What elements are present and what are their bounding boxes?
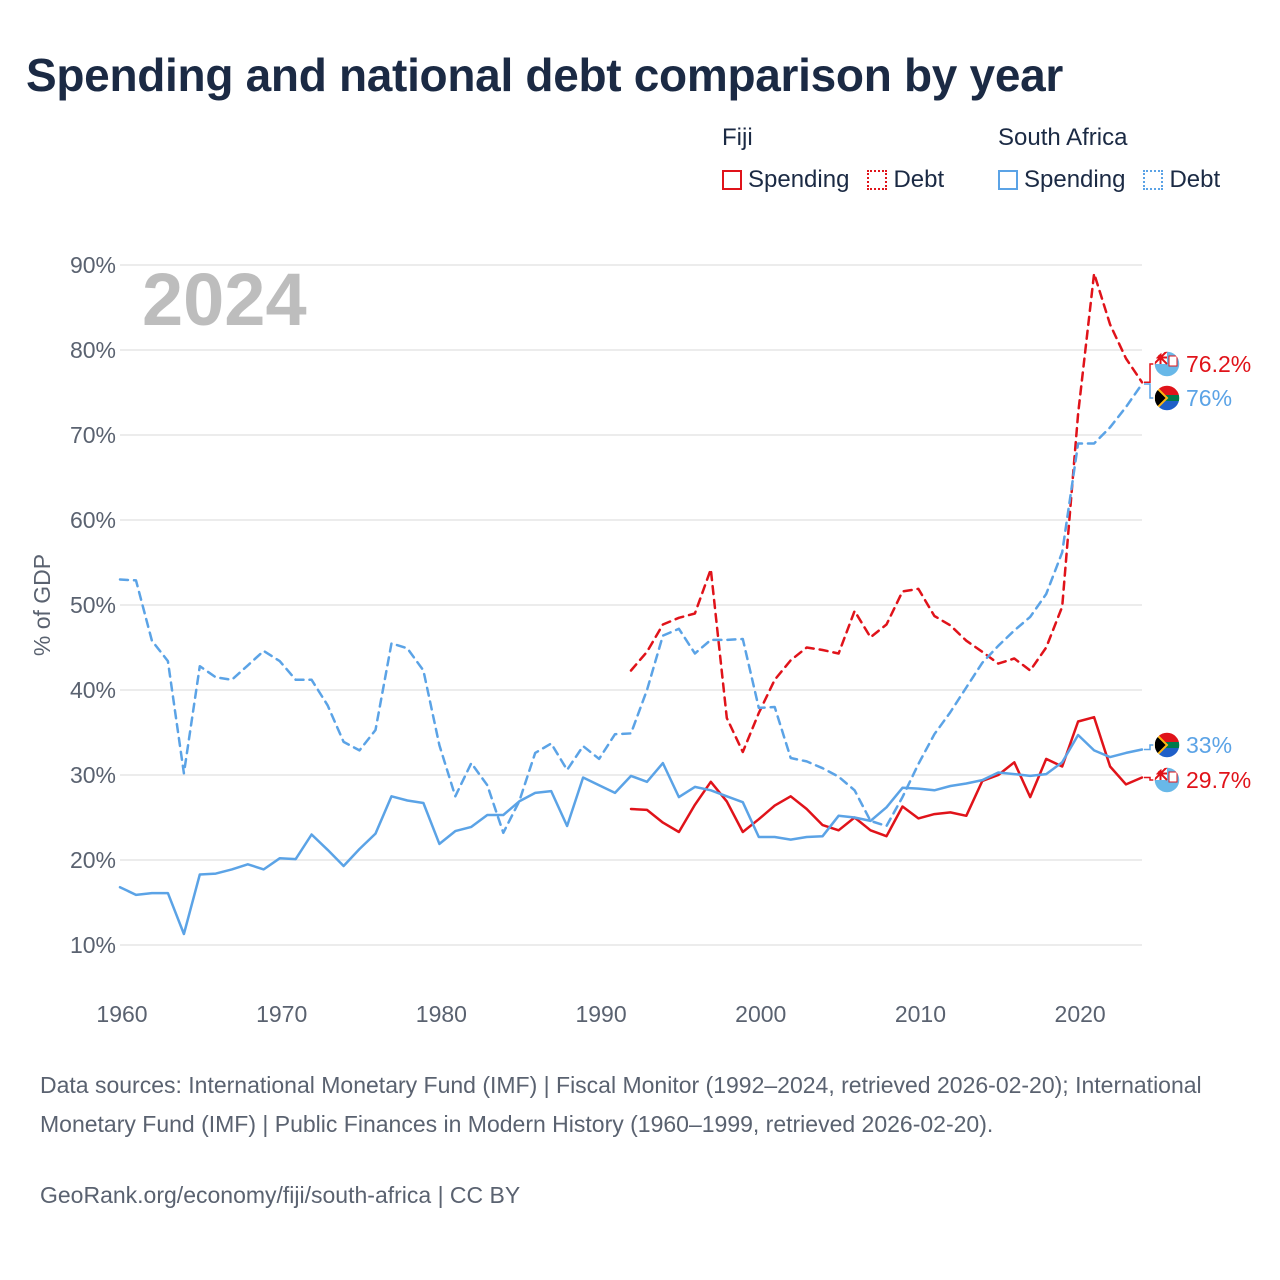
y-axis: 10% 20% 30% 40% 50% 60% 70% 80% 90%	[70, 252, 116, 958]
legend-label: Debt	[893, 166, 945, 193]
flag-ring	[1153, 384, 1181, 412]
legend-group-south-africa: South Africa Spending Debt	[998, 124, 1220, 194]
solid-line-swatch-icon	[998, 170, 1018, 190]
legend-item-south-africa-debt[interactable]: Debt	[1143, 166, 1220, 194]
series-group	[118, 272, 1144, 936]
legend-label: Spending	[1024, 166, 1126, 193]
y-tick-label: 50%	[70, 592, 116, 618]
series-line-fiji-debt[interactable]	[629, 272, 1144, 754]
flag-ring	[1153, 766, 1181, 794]
legend-group-fiji: Fiji Spending Debt	[722, 124, 944, 194]
x-tick-label: 2020	[1055, 1001, 1106, 1027]
y-axis-label: % of GDP	[29, 554, 55, 656]
x-tick-label: 2000	[735, 1001, 786, 1027]
series-line-south-africa-debt[interactable]	[118, 382, 1144, 835]
end-markers: 29.7% 76.2% 33% 76%	[1144, 350, 1251, 794]
chart-title: Spending and national debt comparison by…	[26, 49, 1063, 101]
south-africa-flag-icon	[1154, 385, 1180, 411]
y-tick-label: 10%	[70, 932, 116, 958]
y-tick-label: 20%	[70, 847, 116, 873]
y-tick-label: 30%	[70, 762, 116, 788]
end-value-label: 33%	[1186, 732, 1232, 758]
legend-label: Debt	[1169, 166, 1221, 193]
y-tick-label: 70%	[70, 422, 116, 448]
end-label-connector	[1144, 363, 1154, 384]
flag-ring	[1153, 350, 1181, 378]
grid	[120, 264, 1142, 946]
legend-item-south-africa-spending[interactable]: Spending	[998, 166, 1125, 194]
data-sources: Data sources: International Monetary Fun…	[40, 1072, 1202, 1137]
y-tick-label: 90%	[70, 252, 116, 278]
legend-group-name: South Africa	[998, 124, 1128, 151]
flag-ring	[1153, 731, 1181, 759]
x-tick-label: 1960	[96, 1001, 147, 1027]
legend-group-name: Fiji	[722, 124, 753, 151]
end-value-label: 76%	[1186, 385, 1232, 411]
end-value-label: 29.7%	[1186, 767, 1251, 793]
x-axis: 1960 1970 1980 1990 2000 2010 2020	[96, 1001, 1105, 1027]
y-tick-label: 40%	[70, 677, 116, 703]
series-line-south-africa-spending[interactable]	[118, 733, 1144, 936]
x-tick-label: 2010	[895, 1001, 946, 1027]
dotted-line-swatch-icon	[867, 170, 888, 190]
year-watermark: 2024	[142, 258, 307, 341]
y-tick-label: 80%	[70, 337, 116, 363]
legend-label: Spending	[748, 166, 850, 193]
end-label-connector	[1144, 744, 1154, 751]
end-value-label: 76.2%	[1186, 351, 1251, 377]
legend-item-fiji-spending[interactable]: Spending	[722, 166, 849, 194]
line-chart: 2024 10% 20% 30% 40% 50% 60% 70% 80% 90% 1960 197…	[29, 252, 1251, 1027]
x-tick-label: 1990	[575, 1001, 626, 1027]
legend-item-fiji-debt[interactable]: Debt	[867, 166, 944, 194]
series-line-fiji-spending[interactable]	[629, 715, 1144, 838]
credit-link[interactable]: GeoRank.org/economy/fiji/south-africa | …	[40, 1182, 521, 1208]
solid-line-swatch-icon	[722, 170, 742, 190]
y-tick-label: 60%	[70, 507, 116, 533]
dotted-line-swatch-icon	[1143, 170, 1164, 190]
x-tick-label: 1980	[416, 1001, 467, 1027]
x-tick-label: 1970	[256, 1001, 307, 1027]
end-label-connector	[1144, 776, 1154, 781]
south-africa-flag-icon	[1154, 732, 1180, 758]
end-label-connector	[1144, 383, 1154, 399]
